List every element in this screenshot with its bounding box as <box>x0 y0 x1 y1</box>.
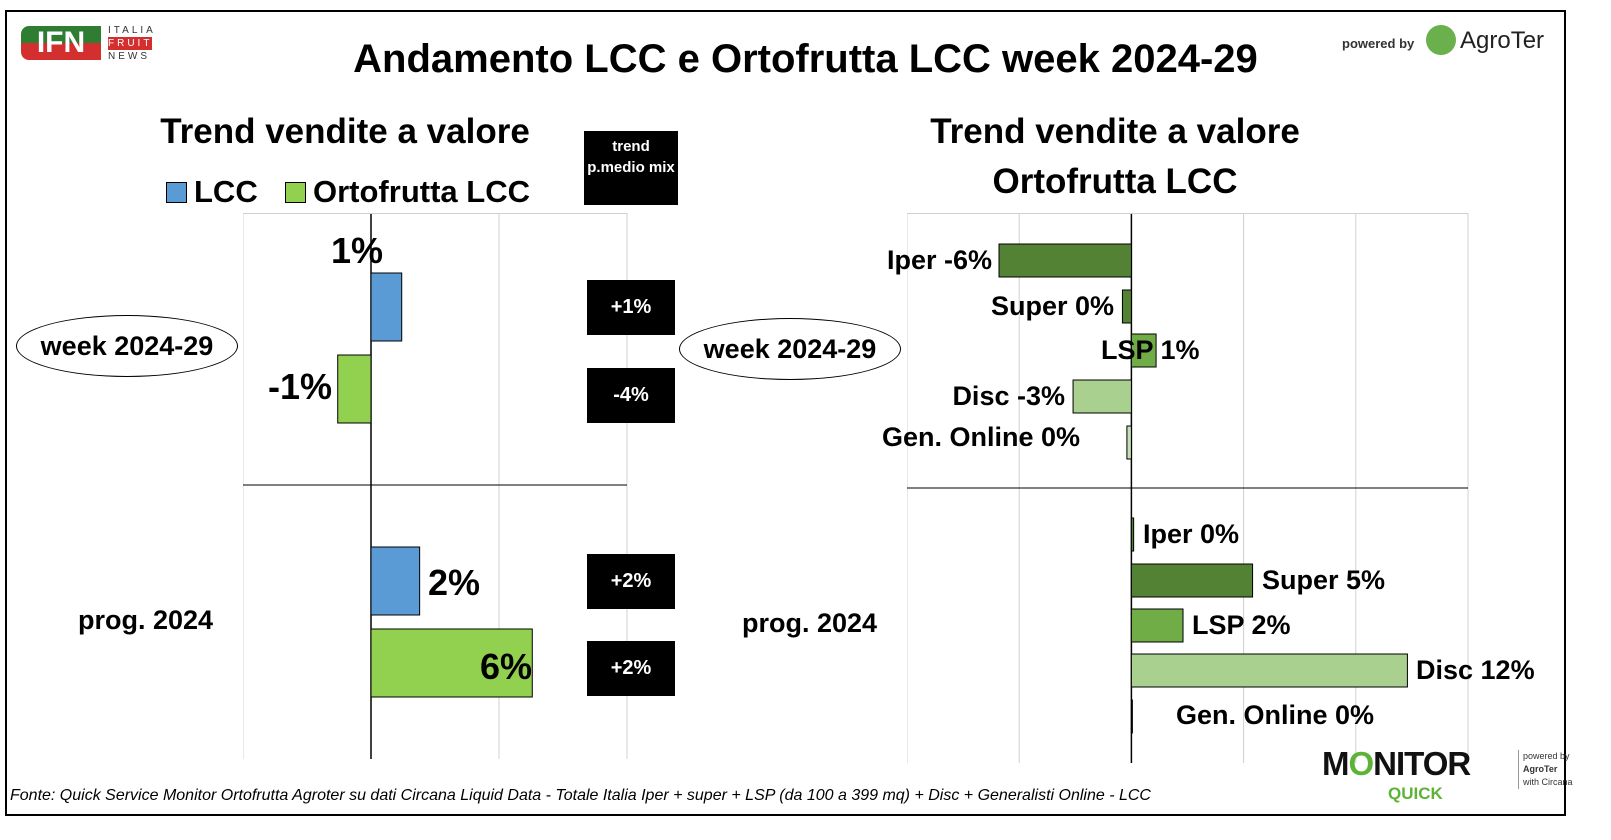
bar-lcc <box>370 546 421 616</box>
trend-value: +2% <box>587 641 675 696</box>
category-prog: prog. 2024 <box>78 605 214 635</box>
bar-super <box>1130 563 1254 598</box>
bar-iper <box>998 243 1132 278</box>
label-week-gen-online: Gen. Online 0% <box>881 422 1080 452</box>
page-title: Andamento LCC e Ortofrutta LCC week 2024… <box>353 37 1258 81</box>
trend-value: +2% <box>587 554 675 609</box>
right-chart-title-2: Ortofrutta LCC <box>992 162 1238 201</box>
bar-gen-online <box>1130 699 1133 734</box>
label-prog-lcc: 2% <box>428 562 481 603</box>
label-prog-lsp: LSP 2% <box>1192 610 1291 640</box>
bar-gen-online <box>1126 425 1132 460</box>
left-chart-title: Trend vendite a valore <box>160 112 530 151</box>
category-prog: prog. 2024 <box>742 608 878 638</box>
ifn-logo: IFN ITALIA FRUIT NEWS <box>21 24 161 64</box>
bar-lcc <box>370 272 403 342</box>
monitor-quick-logo: MONITOR QUICK powered by AgroTer with Circ… <box>1322 745 1573 804</box>
bar-disc <box>1072 379 1132 414</box>
category-week: week 2024-29 <box>679 318 901 380</box>
label-prog-ortofrutta: 6% <box>480 646 533 687</box>
left-chart <box>243 213 628 759</box>
legend-ortofrutta: Ortofrutta LCC <box>313 174 530 209</box>
legend-lcc: LCC <box>194 174 258 209</box>
category-week: week 2024-29 <box>16 315 238 377</box>
right-chart-title-1: Trend vendite a valore <box>930 112 1300 151</box>
label-week-lcc: 1% <box>331 230 384 271</box>
source-note: Fonte: Quick Service Monitor Ortofrutta … <box>10 787 1151 804</box>
powered-by: powered by <box>1342 36 1415 51</box>
label-prog-disc: Disc 12% <box>1416 655 1535 685</box>
label-week-disc: Disc -3% <box>952 381 1065 411</box>
bar-lsp <box>1130 608 1184 643</box>
trend-value: -4% <box>587 368 675 423</box>
legend-lcc-swatch <box>166 182 187 203</box>
bar-lsp <box>1130 333 1157 368</box>
legend-ortofrutta-swatch <box>285 182 306 203</box>
label-prog-iper: Iper 0% <box>1143 519 1240 549</box>
bar-super <box>1121 289 1132 324</box>
trend-header: trend p.medio mix <box>584 131 678 205</box>
label-prog-super: Super 5% <box>1262 565 1386 595</box>
bar-ortofrutta-lcc <box>370 628 533 698</box>
label-prog-gen-online: Gen. Online 0% <box>1176 700 1375 730</box>
label-week-iper: Iper -6% <box>886 245 992 275</box>
right-chart <box>907 213 1469 763</box>
bar-iper <box>1130 517 1135 552</box>
trend-value: +1% <box>587 280 675 335</box>
label-week-ortofrutta: -1% <box>268 366 333 407</box>
bar-disc <box>1130 653 1408 688</box>
label-week-super: Super 0% <box>990 291 1114 321</box>
bar-ortofrutta-lcc <box>337 354 372 424</box>
label-week-lsp: LSP 1% <box>1101 335 1200 365</box>
frame <box>5 10 1566 816</box>
tree-icon <box>1426 25 1456 55</box>
